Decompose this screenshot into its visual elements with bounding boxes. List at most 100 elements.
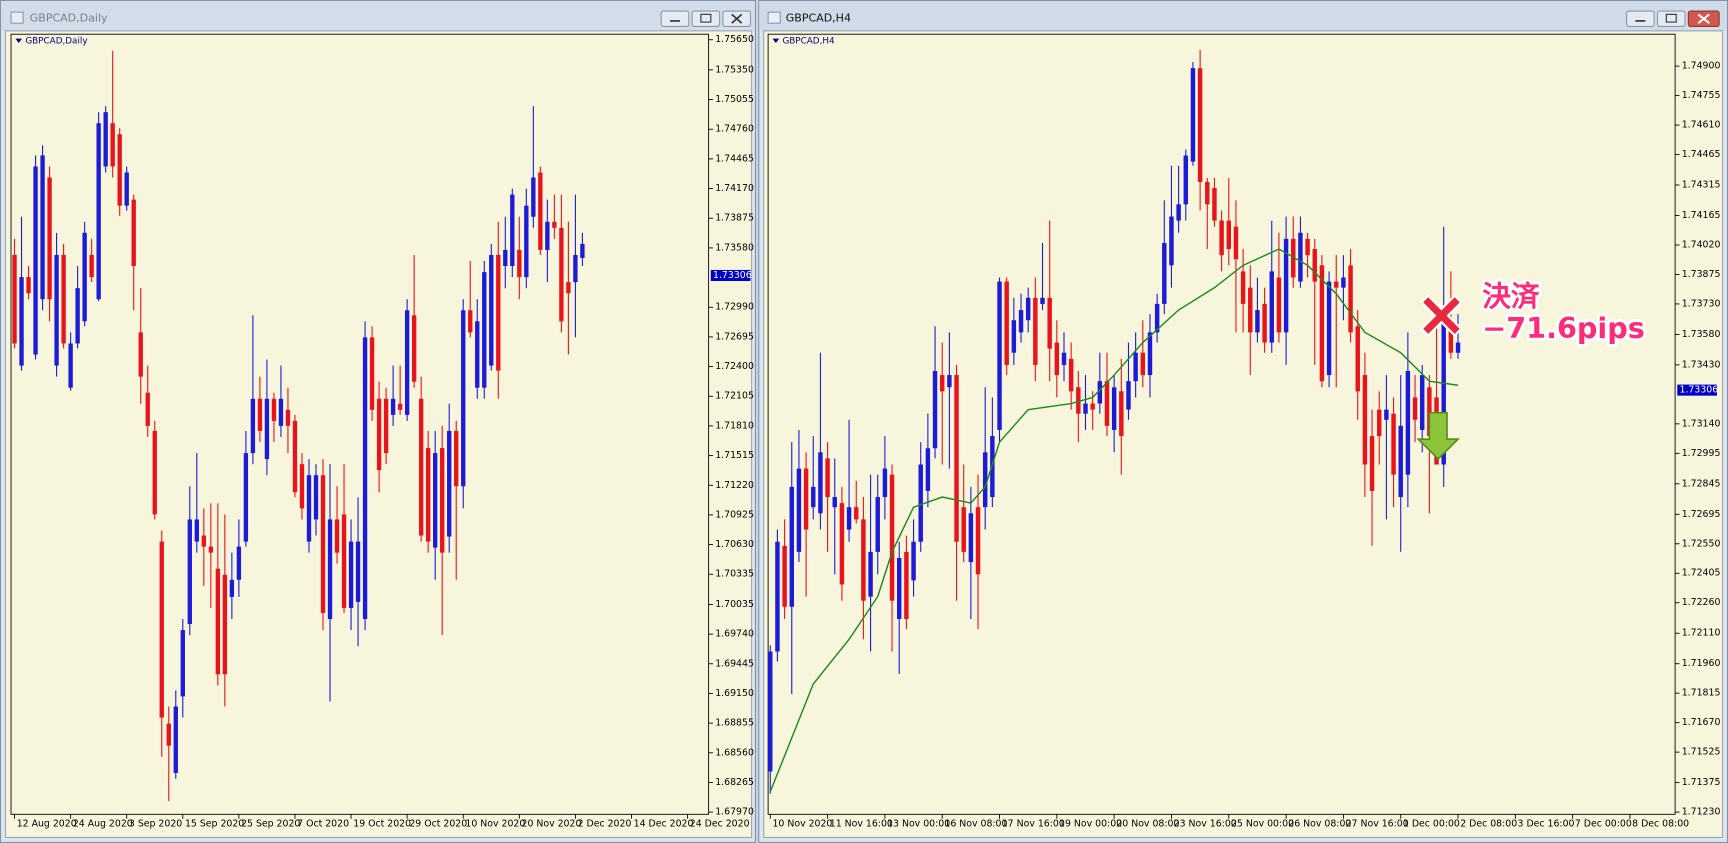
candle-body: [580, 243, 585, 258]
y-tick-label: 1.72845: [1682, 478, 1721, 489]
x-tick-label: 20 Nov 08:00: [1116, 819, 1179, 830]
candle-body: [1190, 68, 1196, 162]
x-tick-label: 29 Oct 2020: [409, 819, 467, 830]
y-tick-label: 1.70630: [715, 539, 754, 550]
candle-body: [1033, 297, 1038, 365]
charts: GBPCAD,Daily 1.75650 1.75350 1.75055 1.74760…: [10, 33, 1721, 830]
candle-body: [313, 475, 319, 520]
candle-body: [524, 205, 529, 278]
symbol-triangle: [772, 38, 780, 44]
candle-body: [117, 134, 122, 206]
x-tick-label: 2 Dec 2020: [578, 819, 632, 830]
x-tick-label: 8 Dec 08:00: [1632, 819, 1689, 830]
candle-body: [96, 123, 101, 300]
candle-body: [846, 507, 852, 530]
x-tick-label: 15 Sep 2020: [185, 819, 244, 830]
chart-area: [763, 30, 1724, 839]
candle-body: [433, 453, 438, 548]
candle-body: [1455, 342, 1461, 353]
candle-body: [1391, 413, 1396, 475]
x-tick-label: 3 Dec 16:00: [1518, 819, 1575, 830]
candle-body: [75, 288, 80, 344]
candle-body: [1176, 204, 1181, 221]
symbol-triangle: [15, 38, 23, 44]
candle-body: [1248, 287, 1253, 333]
minimize-button[interactable]: [660, 10, 690, 28]
maximize-button[interactable]: [691, 10, 721, 28]
candle-body: [861, 519, 866, 601]
y-tick-label: 1.71960: [1682, 658, 1721, 669]
candle-body: [89, 254, 94, 278]
candle-body: [482, 272, 487, 388]
y-tick-label: 1.69150: [715, 688, 754, 699]
candle-body: [208, 546, 214, 553]
y-tick-label: 1.72105: [715, 391, 754, 402]
candle-body: [61, 254, 66, 344]
minimize-button[interactable]: [1626, 10, 1655, 28]
candle-body: [1004, 281, 1009, 365]
y-tick-label: 1.75650: [715, 34, 754, 45]
candle-body: [12, 254, 17, 344]
candle-body: [236, 546, 242, 580]
y-tick-label: 1.74900: [1682, 61, 1721, 72]
candle-body: [839, 503, 845, 585]
candle-body: [243, 453, 249, 542]
window-icon: [10, 11, 24, 24]
candle-body: [131, 199, 136, 267]
candle-body: [68, 343, 73, 388]
candle-body: [897, 558, 902, 619]
y-tick-label: 1.71815: [1682, 688, 1721, 699]
y-tick-label: 1.72550: [1682, 538, 1721, 549]
candle-body: [292, 420, 298, 493]
y-tick-label: 1.72990: [715, 302, 754, 313]
y-tick-label: 1.74315: [1682, 180, 1721, 191]
candle-body: [124, 172, 129, 206]
candle-body: [334, 519, 340, 553]
candle-body: [257, 398, 263, 431]
candle-body: [1341, 277, 1346, 288]
candle-body: [566, 282, 571, 294]
candle-body: [932, 371, 938, 449]
candle-body: [404, 310, 410, 415]
candle-body: [320, 475, 326, 613]
candle-body: [904, 551, 909, 619]
candle-body: [1090, 403, 1095, 410]
candle-body: [1427, 387, 1432, 437]
candle-body: [1104, 381, 1110, 426]
y-tick-label: 1.72400: [715, 361, 754, 372]
candle-body: [1419, 375, 1425, 430]
candle-body: [782, 545, 787, 607]
annotation: 決済: [1482, 279, 1540, 313]
candle-body: [982, 452, 988, 508]
candle-body: [447, 430, 452, 537]
candle-body: [1011, 320, 1017, 353]
candle-body: [1255, 310, 1260, 333]
candle-body: [1197, 68, 1203, 182]
candle-body: [152, 430, 157, 515]
x-tick-label: 20 Nov 2020: [522, 819, 582, 830]
candle-body: [26, 277, 31, 294]
x-tick-label: 24 Aug 2020: [73, 819, 133, 830]
x-tick-label: 26 Nov 08:00: [1288, 819, 1351, 830]
x-tick-label: 10 Nov 2020: [465, 819, 525, 830]
x-tick-label: 14 Dec 2020: [634, 819, 694, 830]
y-tick-label: 1.71515: [715, 450, 754, 461]
y-tick-label: 1.74610: [1682, 120, 1721, 131]
y-tick-label: 1.68265: [715, 777, 754, 788]
candle-body: [1054, 342, 1060, 376]
symbol-label: GBPCAD,Daily: [25, 36, 87, 46]
x-tick-label: 25 Sep 2020: [241, 819, 300, 830]
candle-body: [299, 464, 305, 509]
candle-body: [889, 474, 895, 601]
candle-body: [818, 452, 823, 514]
y-tick-label: 1.72260: [1682, 597, 1721, 608]
candle-body: [1047, 297, 1052, 349]
maximize-button[interactable]: [1656, 10, 1686, 28]
title-bar: [759, 1, 1727, 31]
annotation: −71.6pips: [1482, 311, 1645, 345]
candle-body: [1276, 277, 1282, 333]
candle-body: [768, 651, 773, 772]
candle-body: [911, 541, 916, 581]
candle-body: [40, 155, 45, 300]
